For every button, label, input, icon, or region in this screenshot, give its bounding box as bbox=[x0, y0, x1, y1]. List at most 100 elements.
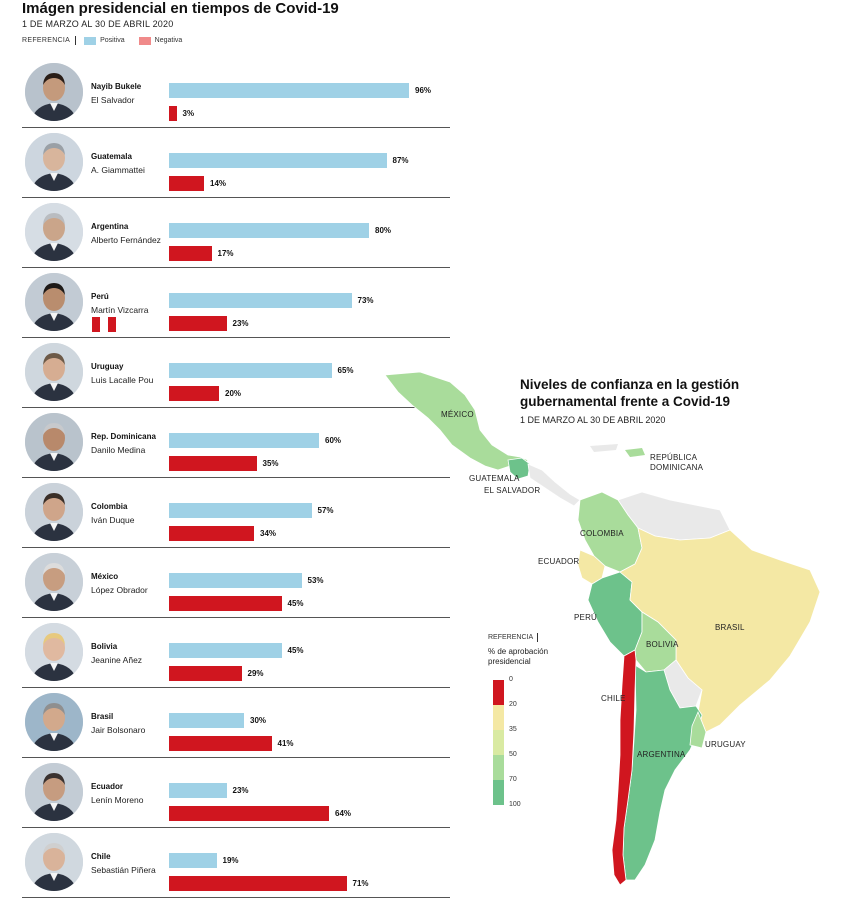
table-row: Uruguay Luis Lacalle Pou 65% 20% bbox=[22, 338, 450, 408]
avatar bbox=[25, 343, 83, 401]
map-legend-description: % de aprobación presidencial bbox=[488, 647, 549, 666]
map-region-chile bbox=[611, 649, 637, 886]
leader-label: El Salvador bbox=[91, 95, 135, 105]
avatar bbox=[25, 203, 83, 261]
country-label: México bbox=[91, 572, 119, 581]
scale-tick-label: 100 bbox=[509, 801, 521, 808]
map-label-mexico: MÉXICO bbox=[441, 410, 474, 419]
legend: REFERENCIA Positiva Negativa bbox=[22, 36, 196, 45]
table-row: Guatemala A. Giammattei 87% 14% bbox=[22, 128, 450, 198]
map-title: Niveles de confianza en la gestión guber… bbox=[520, 377, 740, 409]
bar-positive bbox=[169, 783, 227, 798]
map-region-central-america bbox=[527, 463, 581, 507]
bar-negative bbox=[169, 106, 177, 121]
scale-segment bbox=[493, 730, 504, 755]
map-label-ecuador: ECUADOR bbox=[538, 557, 580, 566]
chart-title: Imágen presidencial en tiempos de Covid-… bbox=[22, 0, 339, 17]
legend-positive-label: Positiva bbox=[100, 37, 125, 44]
map-label-guatemala: GUATEMALA bbox=[469, 474, 520, 483]
scale-tick-label: 20 bbox=[509, 701, 517, 708]
data-label-positive: 87% bbox=[392, 156, 409, 165]
bar-positive bbox=[169, 643, 282, 658]
leader-label: López Obrador bbox=[91, 585, 148, 595]
bar-negative bbox=[169, 526, 254, 541]
bar-negative bbox=[169, 386, 219, 401]
bar-negative bbox=[169, 176, 204, 191]
bar-positive bbox=[169, 713, 244, 728]
bar-positive bbox=[169, 83, 409, 98]
data-label-positive: 60% bbox=[325, 436, 342, 445]
country-label: Perú bbox=[91, 292, 109, 301]
map-region-guatemala bbox=[507, 457, 531, 480]
country-label: Brasil bbox=[91, 712, 114, 721]
data-label-positive: 57% bbox=[317, 506, 334, 515]
table-row: Bolivia Jeanine Añez 45% 29% bbox=[22, 618, 450, 688]
map-region-mexico bbox=[384, 371, 529, 471]
legend-divider bbox=[75, 36, 77, 45]
bar-positive bbox=[169, 503, 312, 518]
avatar bbox=[25, 413, 83, 471]
country-label: Rep. Dominicana bbox=[91, 432, 156, 441]
map-region-dominican-republic bbox=[625, 448, 645, 457]
bar-positive bbox=[169, 223, 369, 238]
data-label-negative: 45% bbox=[287, 599, 304, 608]
bar-negative bbox=[169, 456, 257, 471]
data-label-negative: 29% bbox=[247, 669, 264, 678]
country-label: Uruguay bbox=[91, 362, 124, 371]
legend-negative-swatch bbox=[138, 36, 151, 45]
avatar bbox=[25, 763, 83, 821]
table-row: Argentina Alberto Fernández 80% 17% bbox=[22, 198, 450, 268]
leader-label: Luis Lacalle Pou bbox=[91, 375, 154, 385]
leader-label: Alberto Fernández bbox=[91, 235, 161, 245]
map-label-peru: PERÚ bbox=[574, 613, 598, 622]
table-row: Chile Sebastián Piñera 19% 71% bbox=[22, 828, 450, 898]
bar-negative bbox=[169, 736, 272, 751]
map-legend-label: REFERENCIA bbox=[488, 633, 539, 642]
data-label-negative: 23% bbox=[232, 319, 249, 328]
bar-positive bbox=[169, 293, 352, 308]
data-label-positive: 19% bbox=[222, 856, 239, 865]
table-row: Brasil Jair Bolsonaro 30% 41% bbox=[22, 688, 450, 758]
country-label: Nayib Bukele bbox=[91, 82, 142, 91]
bar-negative bbox=[169, 246, 212, 261]
scale-segment bbox=[493, 755, 504, 780]
bar-negative bbox=[169, 806, 329, 821]
scale-tick-label: 50 bbox=[509, 751, 517, 758]
bar-chart: Nayib Bukele El Salvador 96% 3% Guatemala A. … bbox=[22, 58, 450, 898]
table-row: Colombia Iván Duque 57% 34% bbox=[22, 478, 450, 548]
legend-negative-label: Negativa bbox=[154, 37, 183, 44]
leader-label: Lenín Moreno bbox=[91, 795, 144, 805]
avatar bbox=[25, 63, 83, 121]
country-label: Chile bbox=[91, 852, 111, 861]
avatar bbox=[25, 483, 83, 541]
leader-label: Sebastián Piñera bbox=[91, 865, 156, 875]
data-label-positive: 73% bbox=[357, 296, 374, 305]
bar-negative bbox=[169, 666, 242, 681]
scale-tick-label: 70 bbox=[509, 776, 517, 783]
table-row: Nayib Bukele El Salvador 96% 3% bbox=[22, 58, 450, 128]
scale-segment bbox=[493, 705, 504, 730]
legend-positive-swatch bbox=[84, 36, 97, 45]
country-label: Guatemala bbox=[91, 152, 132, 161]
bar-negative bbox=[169, 876, 347, 891]
data-label-positive: 53% bbox=[307, 576, 324, 585]
map-label-uruguay: URUGUAY bbox=[705, 740, 746, 749]
data-label-positive: 23% bbox=[232, 786, 249, 795]
data-label-positive: 80% bbox=[375, 226, 392, 235]
data-label-negative: 3% bbox=[182, 109, 195, 118]
map-region-caribbean bbox=[590, 444, 618, 452]
bar-negative bbox=[169, 596, 282, 611]
table-row: México López Obrador 53% 45% bbox=[22, 548, 450, 618]
scale-segment bbox=[493, 780, 504, 805]
leader-label: Jair Bolsonaro bbox=[91, 725, 146, 735]
table-row: Ecuador Lenín Moreno 23% 64% bbox=[22, 758, 450, 828]
data-label-negative: 34% bbox=[260, 529, 277, 538]
bar-positive bbox=[169, 363, 332, 378]
bar-positive bbox=[169, 153, 387, 168]
country-label: Bolivia bbox=[91, 642, 118, 651]
data-label-negative: 64% bbox=[335, 809, 352, 818]
map-label-dominican-republic: REPÚBLICA DOMINICANA bbox=[650, 453, 704, 472]
map-label-argentina: ARGENTINA bbox=[637, 750, 686, 759]
data-label-positive: 30% bbox=[250, 716, 267, 725]
south-america-map bbox=[384, 371, 821, 886]
